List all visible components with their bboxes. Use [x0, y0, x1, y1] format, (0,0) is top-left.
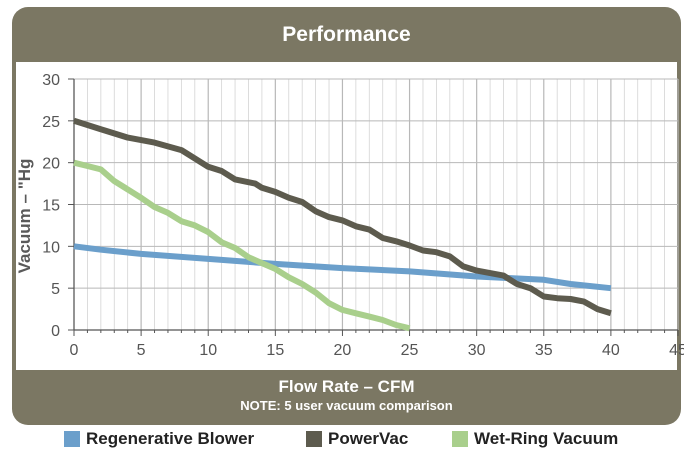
x-tick-label: 20 [334, 342, 352, 359]
chart-plot: Vacuum – "Hg 0 5 10 15 20 25 30 35 40 45 0 5 10 15 20 2… [15, 72, 684, 359]
x-tick-label: 15 [266, 342, 284, 359]
x-tick-label: 45 [669, 342, 684, 359]
series-lines [73, 117, 612, 332]
y-tick-label: 10 [42, 239, 60, 256]
legend-label-wet-ring-vacuum: Wet-Ring Vacuum [474, 429, 619, 448]
y-tick-label: 20 [42, 156, 60, 173]
y-tick-label: 5 [51, 281, 60, 298]
x-tick-label: 30 [468, 342, 486, 359]
x-tick-label: 40 [602, 342, 620, 359]
x-tick-label: 5 [137, 342, 146, 359]
tick-labels: 0 5 10 15 20 25 30 35 40 45 0 5 10 15 20 25 30 [42, 72, 684, 359]
legend-label-powervac: PowerVac [328, 429, 409, 448]
legend: Regenerative Blower PowerVac Wet-Ring Va… [0, 428, 684, 450]
chart-title: Performance [12, 7, 681, 62]
frame-left-border [12, 62, 16, 370]
series-line-regenerative-blower [73, 243, 612, 292]
x-tick-label: 10 [199, 342, 217, 359]
y-tick-label: 25 [42, 114, 60, 131]
legend-swatch-powervac [306, 431, 322, 447]
x-tick-label: 35 [535, 342, 553, 359]
series-line-powervac [73, 117, 612, 317]
legend-item-wet-ring-vacuum: Wet-Ring Vacuum [452, 429, 618, 449]
legend-swatch-regenerative-blower [64, 431, 80, 447]
axes [68, 78, 679, 336]
legend-label-regenerative-blower: Regenerative Blower [86, 429, 255, 448]
y-tick-label: 0 [51, 323, 60, 340]
legend-item-regenerative-blower: Regenerative Blower [64, 429, 254, 449]
legend-swatch-wet-ring-vacuum [452, 431, 468, 447]
grid [73, 78, 679, 331]
x-tick-label: 0 [70, 342, 79, 359]
x-tick-label: 25 [401, 342, 419, 359]
y-axis-label: Vacuum – "Hg [15, 159, 34, 274]
x-axis-label: Flow Rate – CFM [278, 377, 415, 396]
series-line-wet-ring-vacuum [73, 159, 411, 332]
chart-note: NOTE: 5 user vacuum comparison [240, 398, 453, 413]
chart-footer: Flow Rate – CFM NOTE: 5 user vacuum comp… [12, 370, 681, 425]
frame-right-border [677, 62, 681, 370]
y-tick-label: 30 [42, 72, 60, 89]
y-tick-label: 15 [42, 198, 60, 215]
legend-item-powervac: PowerVac [306, 429, 408, 449]
